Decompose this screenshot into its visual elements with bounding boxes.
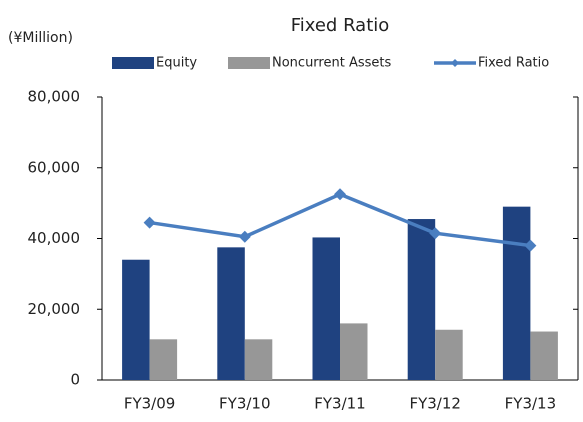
marker bbox=[238, 230, 251, 243]
y-tick-label: 80,000 bbox=[28, 88, 81, 106]
x-tick-label: FY3/10 bbox=[219, 395, 270, 413]
x-tick-label: FY3/12 bbox=[409, 395, 460, 413]
y-tick-label: 20,000 bbox=[28, 300, 81, 318]
y-tick-label: 40,000 bbox=[28, 229, 81, 247]
y-axis-label: (¥Million) bbox=[8, 30, 73, 46]
bar bbox=[149, 339, 178, 380]
marker bbox=[524, 239, 537, 252]
legend-label: Noncurrent Assets bbox=[272, 56, 391, 71]
y-tick-label: 60,000 bbox=[28, 158, 81, 176]
bar bbox=[502, 206, 531, 380]
bar bbox=[122, 259, 150, 380]
legend-marker bbox=[451, 59, 459, 67]
legend-swatch bbox=[228, 57, 270, 69]
x-tick-label: FY3/09 bbox=[124, 395, 175, 413]
bar bbox=[312, 237, 340, 380]
y-tick-label: 0 bbox=[70, 371, 80, 389]
marker bbox=[143, 216, 156, 229]
x-tick-label: FY3/13 bbox=[505, 395, 556, 413]
bar bbox=[244, 339, 273, 380]
bar bbox=[407, 219, 436, 380]
legend-swatch bbox=[112, 57, 154, 69]
bar bbox=[530, 331, 558, 380]
legend-label: Equity bbox=[156, 56, 197, 71]
marker bbox=[334, 188, 346, 201]
x-tick-label: FY3/11 bbox=[314, 395, 365, 413]
chart-title: Fixed Ratio bbox=[291, 15, 390, 36]
bar bbox=[340, 323, 368, 380]
bar bbox=[217, 247, 245, 380]
legend-label: Fixed Ratio bbox=[478, 56, 549, 71]
marker bbox=[429, 227, 442, 240]
bar bbox=[435, 329, 463, 380]
